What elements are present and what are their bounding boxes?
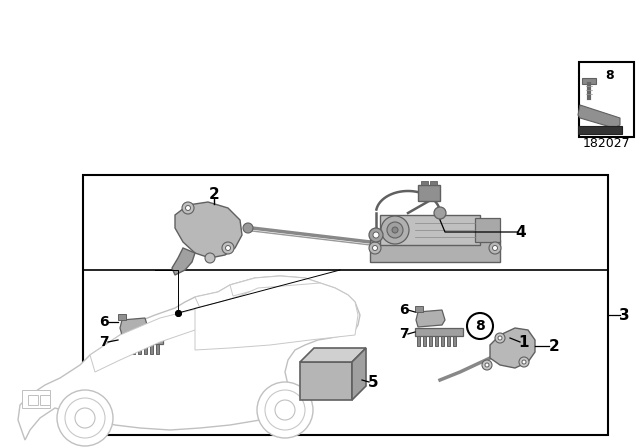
Circle shape [182, 202, 194, 214]
Text: 5: 5 [368, 375, 378, 389]
Bar [83, 175, 608, 435]
Circle shape [387, 222, 403, 238]
Circle shape [205, 253, 215, 263]
Text: 2: 2 [548, 339, 559, 353]
Circle shape [243, 223, 253, 233]
Bar [22, 390, 50, 408]
Bar [150, 344, 153, 354]
Circle shape [495, 333, 505, 343]
Circle shape [65, 398, 105, 438]
Bar [421, 181, 428, 185]
Polygon shape [230, 276, 320, 296]
Polygon shape [90, 303, 220, 372]
Polygon shape [195, 278, 258, 308]
Polygon shape [490, 328, 535, 368]
Circle shape [225, 246, 230, 250]
Text: 6: 6 [99, 315, 109, 329]
Bar [582, 78, 596, 84]
Circle shape [369, 242, 381, 254]
Bar [40, 395, 50, 405]
Bar [441, 336, 444, 346]
Bar [300, 362, 352, 400]
Bar [418, 185, 440, 201]
Text: 8: 8 [475, 319, 485, 333]
Circle shape [485, 363, 489, 367]
Bar [415, 328, 463, 336]
Bar [156, 344, 159, 354]
Text: 2: 2 [209, 186, 220, 202]
Bar [144, 344, 147, 354]
Bar [120, 344, 123, 354]
Circle shape [57, 390, 113, 446]
Bar [475, 218, 500, 242]
Circle shape [372, 246, 378, 250]
Text: 7: 7 [399, 327, 409, 341]
Bar [453, 336, 456, 346]
Bar [126, 344, 129, 354]
Circle shape [482, 360, 492, 370]
Bar [579, 62, 634, 137]
Bar [430, 181, 437, 185]
Circle shape [493, 246, 497, 250]
Text: 6: 6 [399, 303, 409, 317]
Bar [28, 395, 38, 405]
Bar [423, 336, 426, 346]
Circle shape [75, 408, 95, 428]
Text: 8: 8 [605, 69, 614, 82]
Bar [118, 314, 126, 320]
Circle shape [369, 228, 383, 242]
Polygon shape [120, 318, 148, 335]
Polygon shape [195, 283, 358, 350]
Bar [370, 240, 500, 262]
Text: 182027: 182027 [582, 137, 630, 150]
Bar [435, 336, 438, 346]
Bar [138, 344, 141, 354]
Bar [578, 126, 622, 134]
Circle shape [222, 242, 234, 254]
Circle shape [522, 360, 526, 364]
Circle shape [434, 207, 446, 219]
Circle shape [373, 232, 379, 238]
Bar [417, 336, 420, 346]
Circle shape [467, 313, 493, 339]
Circle shape [381, 216, 409, 244]
Polygon shape [300, 348, 366, 362]
Bar [132, 344, 135, 354]
Circle shape [275, 400, 295, 420]
Polygon shape [578, 105, 620, 128]
Bar [118, 336, 163, 344]
Text: 4: 4 [516, 224, 526, 240]
Polygon shape [380, 215, 480, 245]
Circle shape [489, 242, 501, 254]
Text: 7: 7 [99, 335, 109, 349]
Bar [429, 336, 432, 346]
Text: 1: 1 [519, 335, 529, 349]
Circle shape [498, 336, 502, 340]
Polygon shape [416, 310, 445, 327]
Circle shape [265, 390, 305, 430]
Circle shape [392, 227, 398, 233]
Bar [447, 336, 450, 346]
Circle shape [257, 382, 313, 438]
Polygon shape [172, 248, 195, 275]
Bar [415, 306, 423, 312]
Polygon shape [18, 276, 360, 440]
Polygon shape [352, 348, 366, 400]
Circle shape [519, 357, 529, 367]
Text: 3: 3 [619, 307, 629, 323]
Polygon shape [175, 202, 242, 258]
Circle shape [186, 206, 191, 211]
